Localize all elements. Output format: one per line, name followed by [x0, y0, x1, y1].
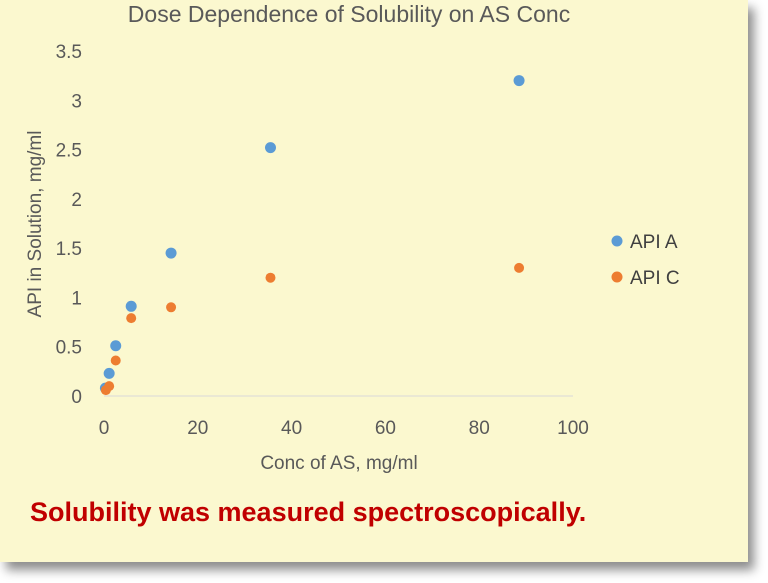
y-axis-ticks: 0 0.5 1 1.5 2 2.5 3 3.5	[56, 42, 82, 408]
point-api-c	[104, 381, 115, 392]
legend-label: API C	[630, 268, 680, 289]
y-tick-label: 2	[71, 190, 82, 211]
chart-title: Dose Dependence of Solubility on AS Conc	[128, 1, 570, 27]
point-api-c	[110, 355, 121, 366]
legend-label: API A	[630, 232, 678, 253]
point-api-a	[165, 247, 177, 259]
point-api-a	[125, 300, 137, 312]
y-tick-label: 1	[71, 288, 82, 309]
x-tick-label: 60	[375, 418, 396, 439]
y-tick-label: 2.5	[56, 141, 82, 162]
y-tick-label: 0.5	[56, 338, 82, 359]
footnote: Solubility was measured spectroscopicall…	[30, 497, 587, 527]
y-tick-label: 3.5	[56, 42, 82, 63]
x-axis-ticks: 0 20 40 60 80 100	[99, 418, 589, 439]
y-tick-label: 1.5	[56, 239, 82, 260]
y-tick-label: 3	[71, 91, 82, 112]
legend: API A API C	[611, 232, 680, 289]
point-api-c	[166, 302, 177, 313]
x-axis-label: Conc of AS, mg/ml	[260, 453, 417, 474]
point-api-a	[110, 340, 122, 352]
point-api-c	[126, 313, 137, 324]
x-tick-label: 40	[281, 418, 302, 439]
point-api-c	[514, 262, 525, 273]
x-tick-label: 80	[469, 418, 490, 439]
data-points	[99, 75, 525, 396]
x-tick-label: 100	[557, 418, 589, 439]
point-api-c	[265, 272, 276, 283]
x-tick-label: 0	[99, 418, 110, 439]
point-api-a	[264, 142, 276, 154]
point-api-a	[103, 367, 115, 379]
y-tick-label: 0	[71, 387, 82, 408]
legend-marker	[611, 235, 623, 247]
point-api-a	[513, 75, 525, 87]
chart-panel	[0, 0, 748, 562]
x-tick-label: 20	[187, 418, 208, 439]
legend-marker	[611, 271, 623, 283]
y-axis-label: API in Solution, mg/ml	[25, 131, 46, 318]
